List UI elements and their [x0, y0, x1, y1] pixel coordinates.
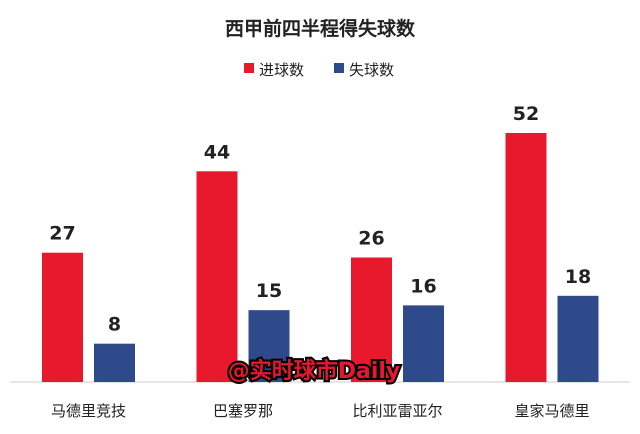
- legend: 进球数 失球数: [244, 61, 394, 79]
- data-label-1-3: 18: [565, 266, 591, 288]
- bar-0-3: [505, 133, 547, 382]
- legend-swatch-1: [334, 63, 344, 73]
- data-label-1-0: 8: [108, 314, 121, 336]
- data-label-1-1: 15: [256, 280, 282, 302]
- legend-swatch-0: [244, 63, 254, 73]
- category-label-3: 皇家马德里: [514, 402, 589, 420]
- bar-1-1: [248, 310, 290, 382]
- bar-1-3: [557, 295, 599, 382]
- bar-0-2: [351, 257, 392, 382]
- bar-1-2: [403, 305, 444, 382]
- category-label-1: 巴塞罗那: [213, 402, 273, 420]
- bar-1-0: [94, 343, 135, 382]
- legend-label-0: 进球数: [259, 61, 304, 79]
- legend-label-1: 失球数: [349, 61, 394, 79]
- data-label-0-1: 44: [204, 141, 230, 163]
- data-label-1-2: 16: [410, 275, 436, 297]
- watermark: @实时球市Daily: [228, 358, 401, 384]
- bar-0-0: [42, 252, 83, 382]
- bar-0-1: [196, 171, 238, 382]
- data-label-0-3: 52: [513, 103, 539, 125]
- category-label-0: 马德里竞技: [51, 402, 126, 420]
- data-label-0-0: 27: [49, 223, 75, 245]
- data-label-0-2: 26: [358, 228, 384, 250]
- category-label-2: 比利亚雷亚尔: [352, 402, 442, 420]
- chart-title: 西甲前四半程得失球数: [225, 17, 416, 40]
